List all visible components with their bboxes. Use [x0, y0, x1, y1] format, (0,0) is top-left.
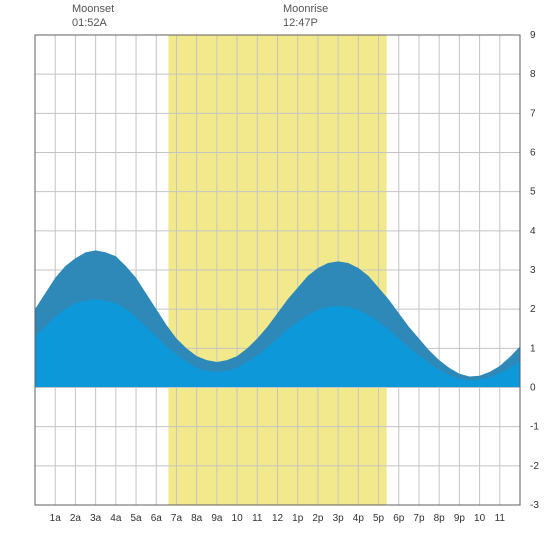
- svg-text:9: 9: [530, 30, 536, 41]
- tide-chart: Moonset 01:52A Moonrise 12:47P 1a2a3a4a5…: [0, 0, 550, 550]
- svg-text:0: 0: [530, 383, 536, 394]
- svg-text:5p: 5p: [373, 513, 385, 524]
- svg-text:8p: 8p: [434, 513, 446, 524]
- svg-text:5: 5: [530, 187, 536, 198]
- svg-text:6a: 6a: [151, 513, 163, 524]
- svg-text:4a: 4a: [110, 513, 122, 524]
- moonset-time: 01:52A: [72, 16, 114, 30]
- svg-text:8: 8: [530, 69, 536, 80]
- svg-text:10: 10: [232, 513, 244, 524]
- moonrise-label: Moonrise 12:47P: [283, 2, 328, 31]
- svg-text:5a: 5a: [130, 513, 142, 524]
- svg-text:7p: 7p: [413, 513, 425, 524]
- svg-text:9p: 9p: [454, 513, 466, 524]
- moonset-label: Moonset 01:52A: [72, 2, 114, 31]
- svg-text:1p: 1p: [292, 513, 304, 524]
- svg-text:8a: 8a: [191, 513, 203, 524]
- svg-text:6p: 6p: [393, 513, 405, 524]
- svg-text:11: 11: [252, 513, 263, 524]
- svg-text:-1: -1: [530, 422, 539, 433]
- svg-text:7: 7: [530, 108, 536, 119]
- svg-text:11: 11: [495, 513, 506, 524]
- svg-text:2a: 2a: [70, 513, 82, 524]
- moonrise-title: Moonrise: [283, 2, 328, 16]
- svg-text:12: 12: [272, 513, 284, 524]
- svg-text:-3: -3: [530, 500, 539, 511]
- svg-text:3: 3: [530, 265, 536, 276]
- svg-text:10: 10: [474, 513, 486, 524]
- moonset-title: Moonset: [72, 2, 114, 16]
- chart-svg: 1a2a3a4a5a6a7a8a9a1011121p2p3p4p5p6p7p8p…: [0, 0, 550, 550]
- svg-text:9a: 9a: [211, 513, 223, 524]
- svg-text:3p: 3p: [333, 513, 345, 524]
- svg-text:6: 6: [530, 148, 536, 159]
- svg-text:2p: 2p: [312, 513, 324, 524]
- svg-text:7a: 7a: [171, 513, 183, 524]
- svg-text:4: 4: [530, 226, 536, 237]
- svg-text:1: 1: [530, 343, 536, 354]
- svg-text:2: 2: [530, 304, 536, 315]
- svg-text:4p: 4p: [353, 513, 365, 524]
- svg-text:3a: 3a: [90, 513, 102, 524]
- moonrise-time: 12:47P: [283, 16, 328, 30]
- svg-text:-2: -2: [530, 461, 539, 472]
- svg-text:1a: 1a: [50, 513, 62, 524]
